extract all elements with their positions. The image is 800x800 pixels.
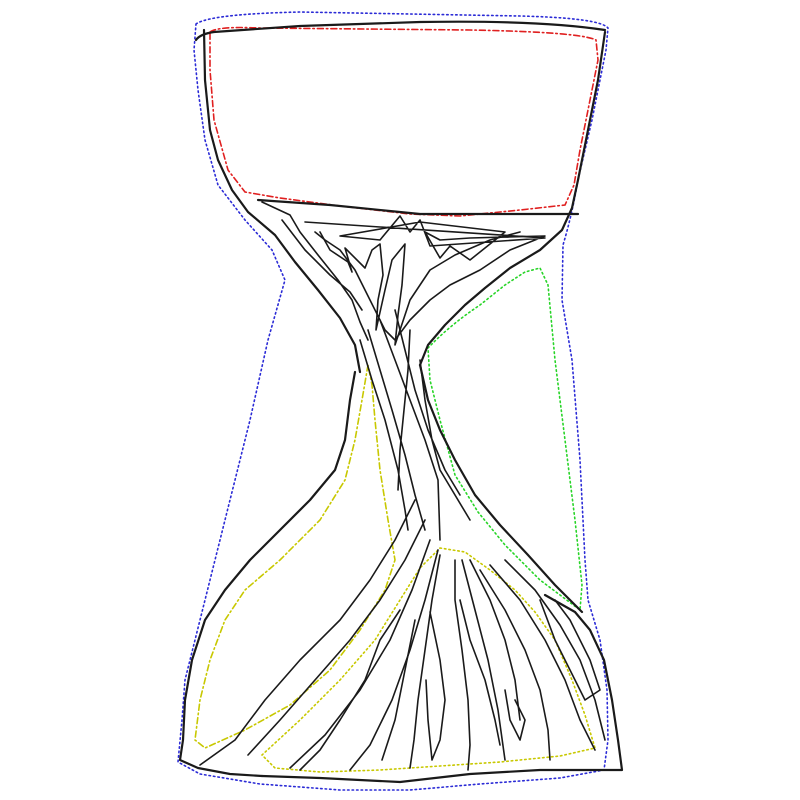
root-strands-extra [299, 599, 526, 771]
right-region [427, 267, 583, 612]
root-strands-right [479, 559, 606, 761]
right-cup-stroke [418, 30, 607, 367]
bottom-base-stroke [260, 593, 624, 784]
bottom-region [260, 547, 597, 773]
left-lower-stroke [178, 370, 357, 778]
left-region [194, 364, 396, 749]
scribble-knot-upper-3 [261, 201, 369, 341]
top-region [209, 26, 599, 217]
root-strands-left [199, 499, 439, 771]
root-strands-middle [409, 554, 521, 771]
right-lower-stroke [418, 363, 584, 614]
left-cup-stroke [202, 28, 362, 374]
outer-boundary [177, 11, 609, 791]
scribble-knot-upper-2 [319, 231, 521, 346]
cup-base-stroke [256, 198, 580, 216]
neck-strands [359, 309, 471, 541]
top-rim-stroke [194, 20, 607, 42]
